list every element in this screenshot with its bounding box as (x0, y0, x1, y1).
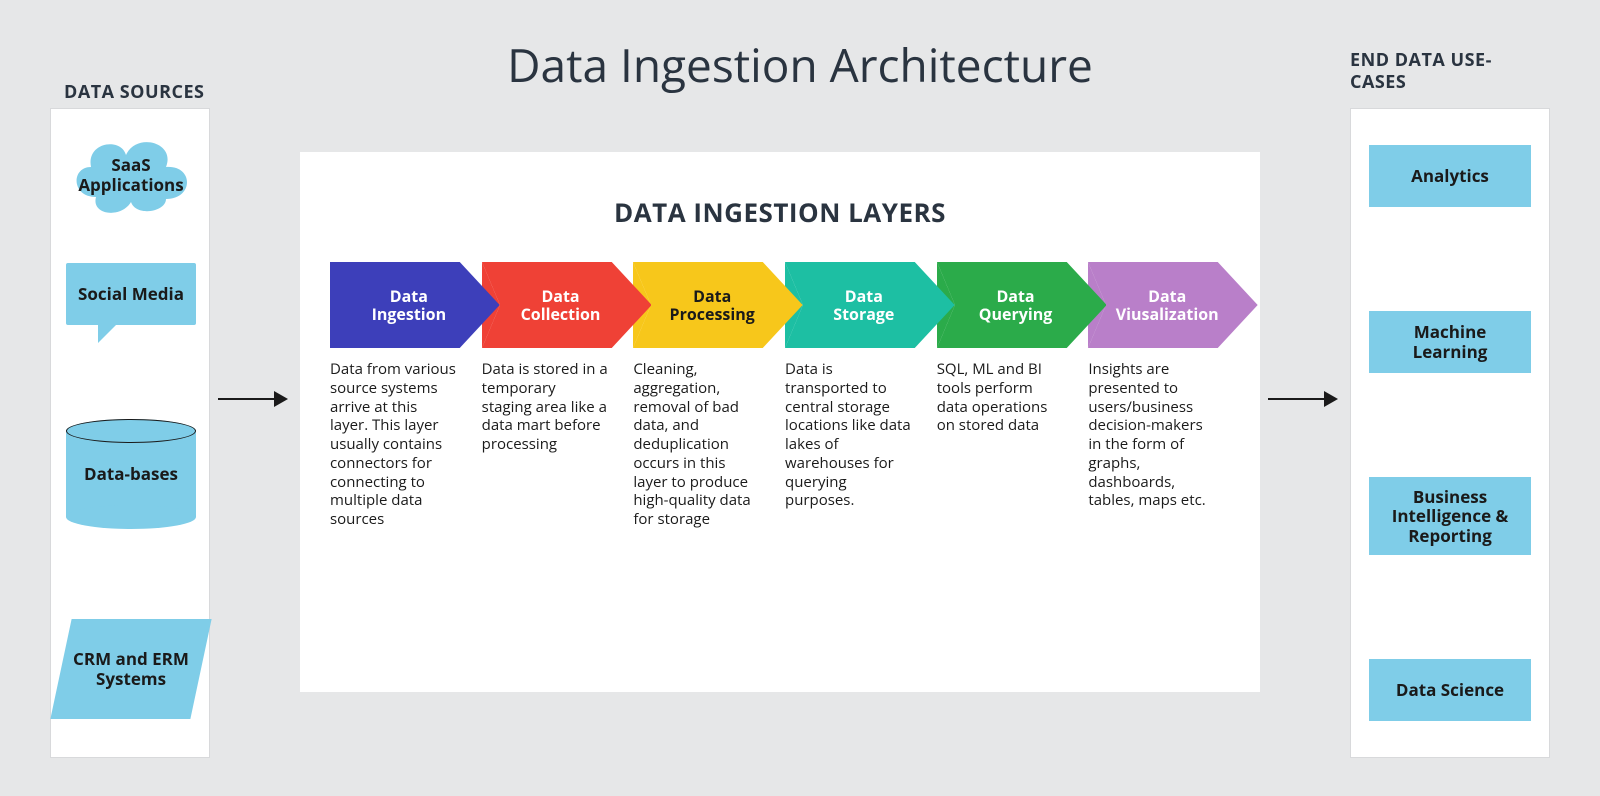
connector-arrow-right (1268, 398, 1336, 400)
usecase-box: Business Intelligence & Reporting (1369, 477, 1531, 556)
usecase-box: Data Science (1369, 659, 1531, 721)
usecase-box: Analytics (1369, 145, 1531, 207)
source-label: SaaS Applications (66, 149, 196, 194)
cylinder-top-line-icon (66, 419, 196, 443)
layer-arrow: DataViusalization (1088, 262, 1258, 348)
layer-arrow: DataStorage (785, 262, 955, 348)
layer-arrow-label: DataStorage (785, 262, 955, 348)
usecases-title: END DATA USE-CASES (1350, 50, 1540, 93)
source-databases: Data-bases (66, 419, 196, 529)
layer-arrow-label: DataViusalization (1088, 262, 1258, 348)
layer-desc: Data is stored in a temporary staging ar… (482, 360, 634, 672)
speech-icon: Social Media (66, 263, 196, 325)
layer-arrow: DataCollection (482, 262, 652, 348)
layer-desc: Data from various source systems arrive … (330, 360, 482, 672)
layer-desc: Data is transported to central storage l… (785, 360, 937, 672)
layer-desc: Cleaning, aggregation, removal of bad da… (633, 360, 785, 672)
layer-arrow: DataQuerying (937, 262, 1107, 348)
layer-arrow-label: DataCollection (482, 262, 652, 348)
layer-arrow-label: DataQuerying (937, 262, 1107, 348)
layer-arrow-label: DataIngestion (330, 262, 500, 348)
source-crm-erm: CRM and ERM Systems (61, 619, 201, 719)
layers-panel: DATA INGESTION LAYERS DataIngestionDataC… (300, 152, 1260, 692)
layer-arrow: DataIngestion (330, 262, 500, 348)
cylinder-bottom-icon (66, 505, 196, 529)
layer-arrow-label: DataProcessing (633, 262, 803, 348)
layers-title: DATA INGESTION LAYERS (300, 194, 1260, 230)
source-label: Data-bases (84, 464, 178, 484)
source-saas: SaaS Applications (66, 127, 196, 217)
usecase-box: Machine Learning (1369, 311, 1531, 373)
usecases-panel: Analytics Machine Learning Business Intell… (1350, 108, 1550, 758)
layer-arrow: DataProcessing (633, 262, 803, 348)
source-social: Social Media (66, 259, 196, 329)
source-label: Social Media (78, 284, 184, 304)
source-label: CRM and ERM Systems (61, 619, 201, 719)
layer-arrows-row: DataIngestionDataCollectionDataProcessin… (330, 262, 1240, 348)
layer-desc: Insights are presented to users/business… (1088, 360, 1240, 672)
speech-tail-icon (98, 323, 118, 343)
layer-desc-row: Data from various source systems arrive … (330, 360, 1240, 672)
sources-panel: SaaS Applications Social Media Data-base… (50, 108, 210, 758)
layer-desc: SQL, ML and BI tools perform data operat… (937, 360, 1089, 672)
sources-title: DATA SOURCES (64, 80, 204, 104)
connector-arrow-left (218, 398, 286, 400)
